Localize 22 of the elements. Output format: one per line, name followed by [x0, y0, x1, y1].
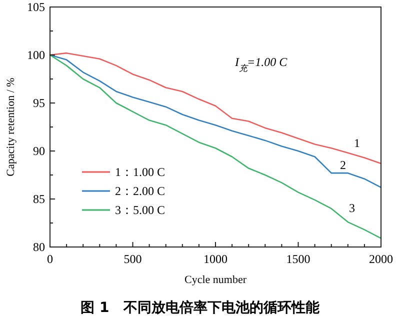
- y-tick-label: 105: [27, 0, 45, 14]
- annotation: 2: [340, 158, 346, 172]
- y-tick-label: 80: [33, 240, 45, 254]
- y-tick-label: 95: [33, 96, 45, 110]
- annotation: 3: [349, 201, 355, 215]
- x-tick-label: 1000: [204, 252, 228, 266]
- x-tick-label: 500: [124, 252, 142, 266]
- y-tick-label: 85: [33, 192, 45, 206]
- y-tick-label: 90: [33, 144, 45, 158]
- annotation: I$_{充}$=1.00 C: [234, 55, 288, 72]
- text: 图 1 不同放电倍率下电池的循环性能: [80, 299, 320, 316]
- annotation: 1: [354, 136, 360, 150]
- legend-label: 2：2.00 C: [115, 184, 166, 198]
- legend-label: 1：1.00 C: [115, 165, 166, 179]
- x-tick-label: 2000: [369, 252, 393, 266]
- x-tick-label: 1500: [286, 252, 310, 266]
- y-axis-title: Capacity retention / %: [5, 78, 17, 176]
- legend-label: 3：5.00 C: [115, 203, 166, 217]
- y-tick-label: 100: [27, 48, 45, 62]
- line-series: [49, 54, 382, 240]
- x-tick-label: 0: [47, 252, 53, 266]
- x-axis-title: Cycle number: [184, 274, 247, 286]
